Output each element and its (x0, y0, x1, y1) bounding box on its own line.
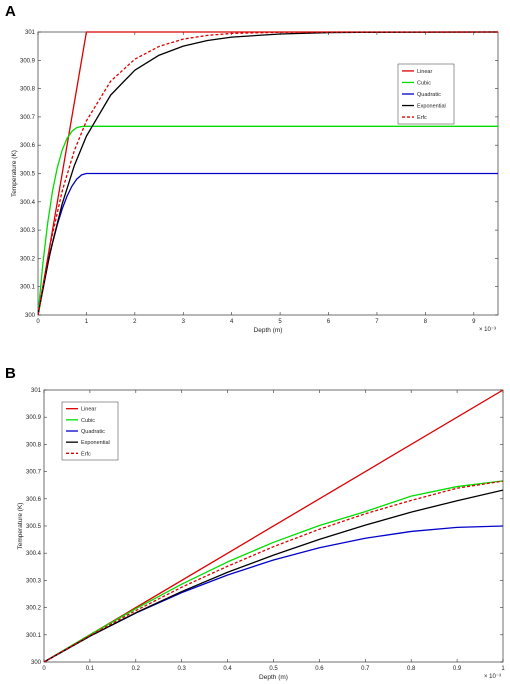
x-axis-label: Depth (m) (259, 674, 288, 681)
x-tick-label: 5 (278, 319, 282, 325)
x-tick-label: 0 (42, 666, 46, 672)
x-tick-label: 2 (133, 319, 137, 325)
series-line-cubic (38, 125, 498, 315)
x-tick-label: 0.1 (86, 666, 95, 672)
y-axis-label: Temperature (K) (11, 150, 18, 197)
chart-panel-b: B 0 0.1 0.2 0.3 0.4 0.5 0.6 0.7 0.8 0.9 1 300 300.1 30… (5, 365, 505, 681)
x-tick-label: 1 (501, 666, 505, 672)
y-tick-label: 300.2 (20, 256, 36, 262)
x-tick-label: 0.4 (223, 666, 232, 672)
legend-entry-quadratic: Quadratic (417, 92, 441, 98)
x-tick-label: 0.6 (315, 666, 324, 672)
y-tick-label: 300.4 (20, 200, 36, 206)
y-tick-label: 301 (25, 30, 36, 36)
x-axis-exponent: × 10⁻³ (479, 327, 496, 333)
legend: Linear Cubic Quadratic Exponential Erfc (397, 63, 455, 125)
series-line-exponential (38, 31, 498, 315)
x-tick-label: 0.9 (453, 666, 462, 672)
x-tick-label: 6 (327, 319, 331, 325)
legend-entry-cubic: Cubic (81, 418, 95, 424)
y-tick-label: 300.7 (20, 115, 36, 121)
x-tick-label: 9 (472, 319, 476, 325)
panel-label: A (5, 3, 16, 20)
y-axis-label: Temperature (K) (17, 503, 24, 550)
legend-entry-quadratic: Quadratic (81, 429, 105, 435)
y-tick-label: 300.6 (20, 143, 36, 149)
x-tick-label: 8 (424, 319, 428, 325)
x-tick-label: 0.2 (132, 666, 141, 672)
panel-label: B (5, 365, 16, 382)
y-tick-label: 300.8 (26, 442, 42, 448)
y-tick-label: 300.2 (26, 606, 42, 612)
series-line-cubic (44, 480, 503, 662)
y-tick-label: 301 (31, 388, 42, 394)
x-tick-label: 0.7 (361, 666, 370, 672)
y-tick-label: 300.1 (26, 633, 42, 639)
x-tick-label: 4 (230, 319, 234, 325)
y-tick-label: 300.3 (26, 578, 42, 584)
y-tick-label: 300.8 (20, 87, 36, 93)
series-line-erfc (44, 480, 503, 662)
x-tick-label: 7 (375, 319, 379, 325)
x-tick-label: 3 (182, 319, 186, 325)
legend-entry-linear: Linear (417, 69, 432, 75)
series-line-exponential (44, 489, 503, 662)
legend-entry-erfc: Erfc (417, 115, 427, 121)
series-line-erfc (38, 31, 498, 315)
x-axis-exponent: × 10⁻³ (484, 674, 501, 680)
y-tick-label: 300.9 (20, 58, 36, 64)
legend-entry-cubic: Cubic (417, 80, 431, 86)
legend-entry-linear: Linear (81, 407, 96, 413)
series-group (38, 31, 498, 315)
chart-panel-a: A 0 1 2 3 4 5 6 7 8 9 300 300.1 300.2 300.3 300.4 300.5 3… (5, 3, 499, 334)
x-tick-label: 0.5 (269, 666, 278, 672)
y-tick-label: 300.5 (26, 524, 42, 530)
legend: Linear Cubic Quadratic Exponential Erfc (61, 401, 119, 461)
x-tick-label: 0.8 (407, 666, 416, 672)
y-tick-label: 300.5 (20, 172, 36, 178)
x-tick-label: 1 (85, 319, 89, 325)
x-tick-label: 0 (36, 319, 40, 325)
series-group (44, 389, 503, 662)
y-tick-label: 300.6 (26, 497, 42, 503)
legend-entry-exponential: Exponential (81, 440, 110, 446)
x-axis-label: Depth (m) (254, 327, 283, 334)
y-tick-label: 300 (31, 660, 42, 666)
y-tick-label: 300.1 (20, 285, 36, 291)
legend-entry-erfc: Erfc (81, 451, 91, 457)
y-tick-label: 300.3 (20, 228, 36, 234)
y-tick-label: 300 (25, 313, 36, 319)
legend-entry-exponential: Exponential (417, 104, 446, 110)
y-tick-label: 300.9 (26, 415, 42, 421)
y-tick-label: 300.4 (26, 551, 42, 557)
x-tick-label: 0.3 (178, 666, 187, 672)
y-tick-label: 300.7 (26, 470, 42, 476)
